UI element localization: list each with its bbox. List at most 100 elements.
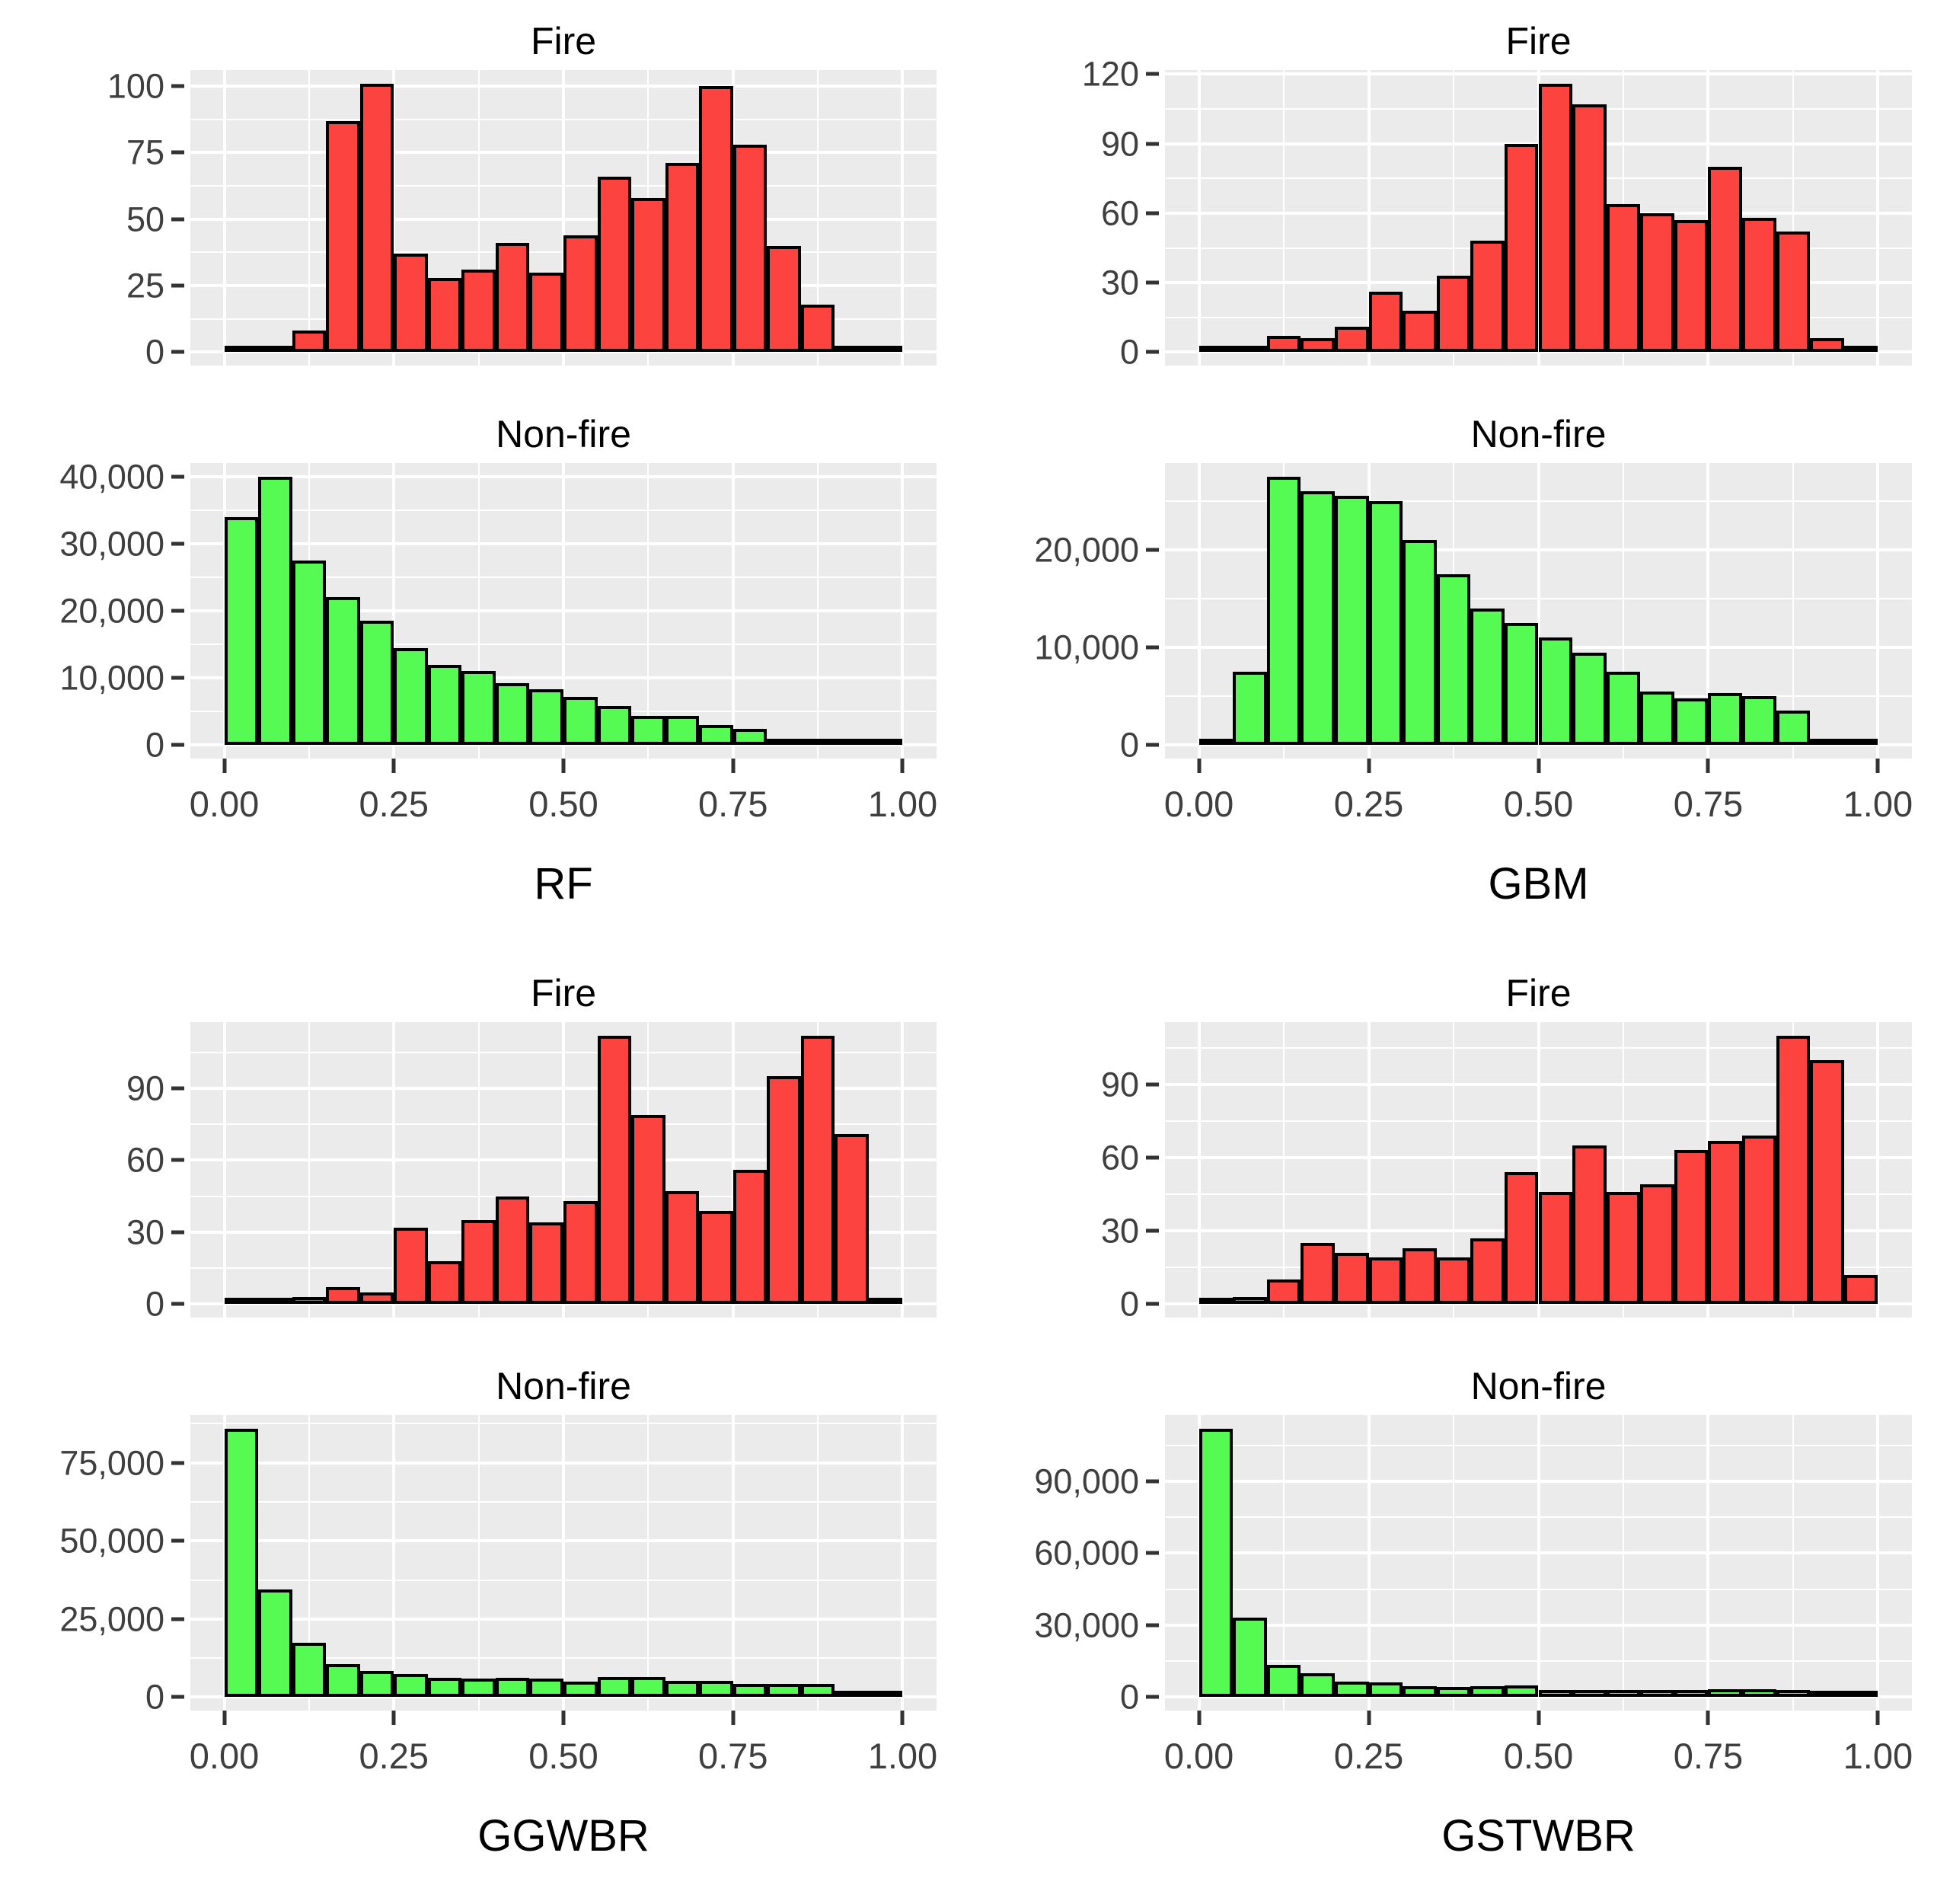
histogram-bar — [1538, 83, 1573, 353]
v-gridline-minor — [1453, 1022, 1455, 1318]
histogram-bar — [1198, 346, 1234, 353]
histogram-bar — [359, 83, 394, 353]
histogram-bar — [326, 1664, 360, 1698]
y-tick-label: 60,000 — [1034, 1533, 1139, 1573]
x-axis-row: 0.00 0.25 0.50 0.75 1.00 — [975, 1711, 1950, 1796]
histogram-bar — [1843, 739, 1878, 746]
axis-gutter-spacer — [0, 847, 190, 920]
y-tick-label: 40,000 — [59, 457, 164, 497]
histogram-bar — [767, 1684, 801, 1698]
v-gridline-major — [1706, 463, 1710, 759]
nonfire-y-axis: 0 10,000 20,000 — [975, 463, 1165, 762]
fire-y-axis: 0 30 60 90 120 — [975, 57, 1165, 369]
histogram-bar — [461, 1220, 496, 1305]
histogram-bar — [495, 1196, 530, 1305]
histogram-bar — [359, 1292, 394, 1305]
histogram-bar — [1708, 693, 1743, 746]
histogram-bar — [427, 1677, 462, 1698]
x-tick-mark — [1706, 759, 1710, 773]
histogram-bar — [1504, 623, 1539, 746]
y-tick-mark — [171, 541, 184, 546]
h-gridline-minor — [190, 1123, 937, 1126]
h-gridline-major — [190, 1617, 937, 1621]
histogram-bar — [1403, 1686, 1437, 1698]
y-tick-label: 30 — [1100, 1211, 1139, 1251]
x-tick-label: 0.75 — [1673, 784, 1744, 824]
histogram-bar — [1742, 1136, 1776, 1305]
h-gridline-major — [190, 609, 937, 612]
histogram-bar — [597, 1676, 632, 1698]
x-axis-label: GGWBR — [477, 1810, 649, 1861]
v-gridline-major — [901, 1022, 905, 1318]
histogram-bar — [1572, 104, 1607, 353]
histogram-bar — [1368, 292, 1403, 353]
h-gridline-minor — [1165, 1444, 1912, 1446]
x-tick-label: 0.25 — [1333, 784, 1404, 824]
histogram-bar — [461, 270, 496, 353]
nonfire-title-row: Non-fire — [975, 1357, 1950, 1415]
h-gridline-minor — [190, 1501, 937, 1503]
y-tick-label: 10,000 — [59, 658, 164, 698]
h-gridline-major — [190, 1539, 937, 1543]
h-gridline-major — [1165, 350, 1912, 354]
v-gridline-major — [1197, 463, 1201, 759]
histogram-bar — [224, 346, 259, 353]
v-gridline-major — [1197, 70, 1201, 366]
nonfire-title-row: Non-fire — [0, 405, 975, 463]
y-tick-mark — [1146, 1551, 1159, 1555]
y-tick-mark — [1146, 280, 1159, 285]
v-gridline-major — [901, 1415, 905, 1711]
histogram-bar — [292, 331, 327, 353]
y-tick-label: 50 — [126, 200, 164, 239]
histogram-bar — [1198, 1298, 1234, 1305]
y-tick-label: 100 — [107, 66, 164, 106]
histogram-bar — [732, 144, 768, 353]
histogram-bar — [292, 1642, 327, 1698]
histogram-bar — [1368, 1257, 1403, 1305]
h-gridline-minor — [190, 185, 937, 187]
axis-gutter-spacer — [0, 759, 190, 844]
h-gridline-major — [1165, 72, 1912, 76]
y-tick-mark — [171, 609, 184, 613]
axis-gutter-spacer — [975, 405, 1165, 463]
x-tick-label: 1.00 — [1843, 784, 1913, 824]
nonfire-panel-title: Non-fire — [1470, 1365, 1607, 1407]
y-tick-label: 20,000 — [1034, 530, 1139, 570]
histogram-bar — [1334, 496, 1369, 746]
fire-y-axis: 0 25 50 75 100 — [0, 66, 190, 369]
histogram-bar — [1640, 212, 1674, 353]
histogram-bar — [665, 163, 700, 353]
x-tick-mark — [222, 759, 227, 773]
histogram-bar — [1606, 672, 1641, 746]
h-gridline-major — [1165, 743, 1912, 747]
x-tick-mark — [1197, 1711, 1202, 1725]
y-tick-mark — [171, 474, 184, 479]
histogram-bar — [1233, 346, 1267, 353]
histogram-bar — [1708, 1689, 1743, 1698]
x-tick-label: 0.75 — [1673, 1736, 1744, 1776]
x-axis-row: 0.00 0.25 0.50 0.75 1.00 — [0, 1711, 975, 1796]
v-gridline-minor — [308, 1415, 310, 1711]
y-tick-mark — [171, 1538, 184, 1543]
axis-gutter-spacer — [975, 1357, 1165, 1415]
histogram-bar — [529, 272, 563, 353]
histogram-bar — [1301, 490, 1335, 746]
histogram-bar — [495, 683, 530, 746]
y-tick-label: 60 — [126, 1140, 164, 1180]
nonfire-plot-row: 0 25,000 50,000 75,000 — [0, 1415, 975, 1714]
v-gridline-major — [1876, 1415, 1880, 1711]
histogram-bar — [461, 1678, 496, 1698]
histogram-bar — [1708, 1140, 1743, 1305]
h-gridline-minor — [1165, 597, 1912, 599]
histogram-bar — [1266, 1664, 1301, 1698]
h-gridline-minor — [190, 1657, 937, 1660]
histogram-bar — [1403, 1248, 1437, 1305]
histogram-bar — [1606, 1689, 1641, 1698]
histogram-bar — [1810, 1691, 1844, 1698]
histogram-bar — [1233, 1618, 1267, 1698]
x-tick-mark — [391, 1711, 396, 1725]
y-tick-label: 75,000 — [59, 1443, 164, 1483]
nonfire-histogram-panel — [1165, 1415, 1912, 1711]
h-gridline-minor — [190, 1579, 937, 1581]
h-gridline-major — [190, 85, 937, 88]
